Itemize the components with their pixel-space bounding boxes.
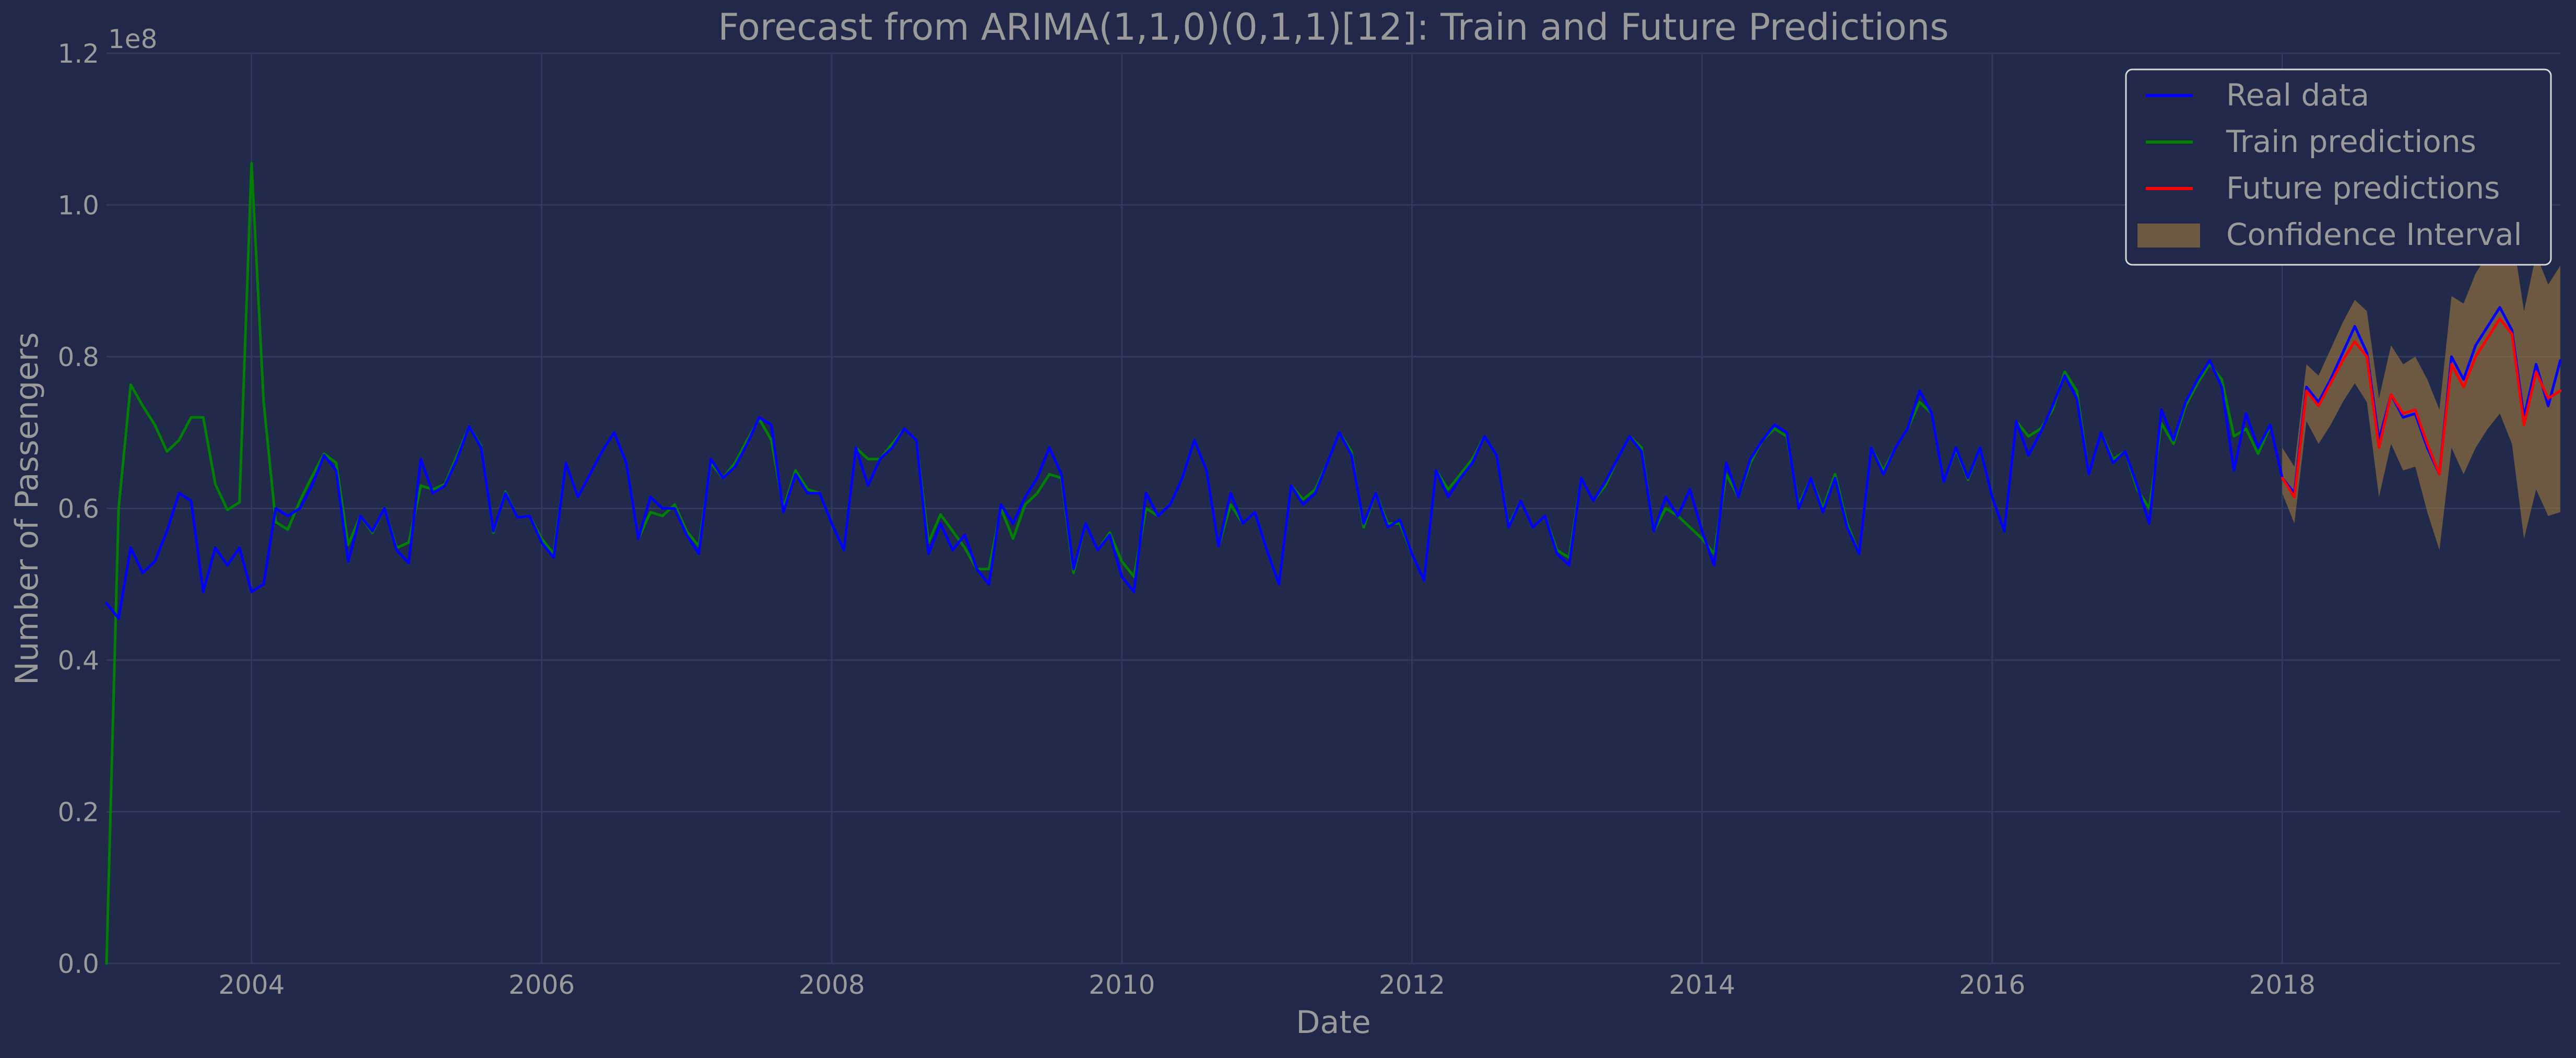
x-tick-label: 2004 bbox=[218, 970, 285, 1000]
x-tick-label: 2018 bbox=[2249, 970, 2315, 1000]
x-tick-label: 2010 bbox=[1089, 970, 1155, 1000]
y-tick-label: 0.8 bbox=[57, 342, 99, 372]
x-tick-label: 2016 bbox=[1959, 970, 2025, 1000]
y-tick-label: 1.2 bbox=[57, 39, 99, 69]
x-tick-label: 2006 bbox=[509, 970, 575, 1000]
x-tick-label: 2012 bbox=[1379, 970, 1445, 1000]
y-axis-label: Number of Passengers bbox=[9, 332, 45, 685]
chart-title: Forecast from ARIMA(1,1,0)(0,1,1)[12]: T… bbox=[718, 6, 1949, 49]
legend-swatch-confidence-interval bbox=[2137, 224, 2200, 248]
y-tick-label: 0.6 bbox=[57, 494, 99, 524]
legend-box bbox=[2125, 68, 2552, 266]
axis-layer: 0.0 0.2 0.4 0.6 0.8 1.0 1.2 2004 2006 2008 2010 201… bbox=[57, 39, 2315, 1000]
legend-label-future-predictions: Future predictions bbox=[2226, 170, 2500, 206]
series-line-real-data bbox=[105, 306, 2562, 620]
x-tick-label: 2014 bbox=[1669, 970, 1735, 1000]
y-tick-label: 0.4 bbox=[57, 645, 99, 676]
y-tick-label: 0.2 bbox=[57, 797, 99, 828]
series-lines-layer bbox=[105, 162, 2562, 965]
legend-label-train-predictions: Train predictions bbox=[2226, 124, 2476, 159]
x-tick-label: 2008 bbox=[799, 970, 865, 1000]
x-axis-label: Date bbox=[1296, 1004, 1370, 1041]
y-axis-multiplier: 1e8 bbox=[108, 24, 157, 54]
series-line-future-predictions bbox=[2280, 317, 2562, 499]
legend: Real data Train predictions Future predi… bbox=[2125, 68, 2552, 266]
y-tick-label: 0.0 bbox=[57, 949, 99, 979]
legend-label-real-data: Real data bbox=[2226, 77, 2369, 113]
confidence-interval-layer bbox=[2282, 231, 2560, 550]
legend-label-confidence-interval: Confidence Interval bbox=[2226, 217, 2522, 252]
confidence-interval-band bbox=[2282, 231, 2560, 550]
y-tick-label: 1.0 bbox=[57, 191, 99, 221]
